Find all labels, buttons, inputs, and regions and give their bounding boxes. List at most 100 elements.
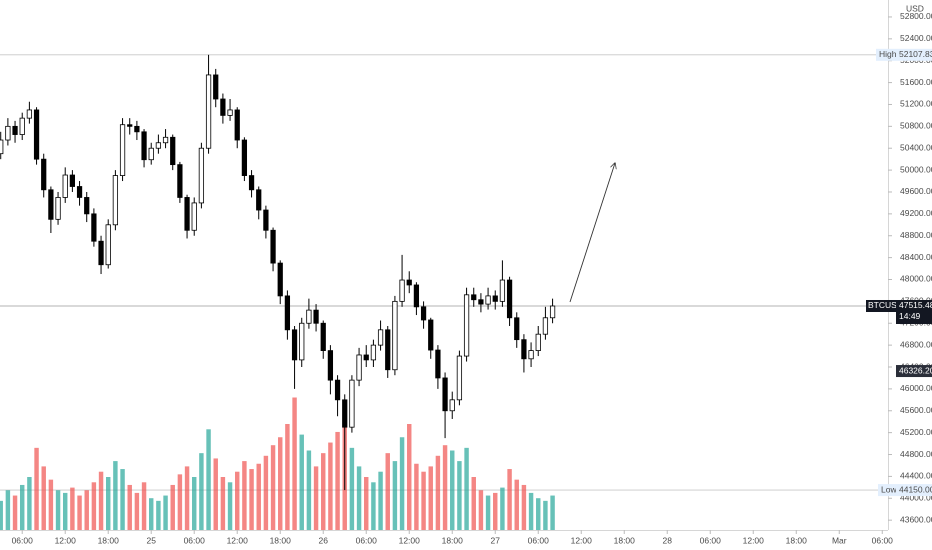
candle-body bbox=[428, 319, 434, 351]
candle-body bbox=[69, 174, 76, 187]
volume-bar bbox=[328, 442, 333, 530]
candle-body bbox=[284, 295, 291, 331]
volume-bar bbox=[407, 424, 412, 530]
volume-bar bbox=[457, 461, 462, 530]
y-tick-label: 51200.00 bbox=[900, 99, 932, 109]
y-tick-label: 45600.00 bbox=[900, 405, 932, 415]
candle-body bbox=[105, 224, 111, 266]
candle-body bbox=[213, 74, 219, 100]
volume-bar bbox=[27, 477, 32, 530]
volume-bar bbox=[242, 461, 247, 530]
candle-body bbox=[256, 189, 262, 211]
volume-bar bbox=[149, 498, 154, 530]
candle-body bbox=[471, 294, 477, 301]
volume-bar bbox=[235, 471, 240, 530]
x-tick-label: 06:00 bbox=[184, 535, 206, 545]
candle-body bbox=[141, 131, 147, 161]
volume-bar bbox=[41, 466, 46, 530]
candle-body bbox=[377, 329, 384, 346]
high-tag-name: High bbox=[879, 49, 897, 59]
candle-body bbox=[535, 333, 541, 351]
candle-body bbox=[177, 164, 183, 198]
candle-body bbox=[234, 109, 240, 141]
low-tag-box bbox=[896, 484, 932, 497]
volume-bar bbox=[192, 477, 197, 530]
x-tick-label: 18:00 bbox=[98, 535, 120, 545]
volume-bar bbox=[442, 445, 448, 530]
volume-bar bbox=[435, 455, 441, 530]
last-price: 47515.48 bbox=[899, 300, 932, 310]
price-tags: High 52107.83 Low 44150.00 BTCUSD47515.4814:… bbox=[866, 48, 932, 497]
x-tick-label: 27 bbox=[491, 535, 501, 545]
volume-bar bbox=[371, 482, 376, 530]
candle-body bbox=[119, 124, 126, 176]
candle-body bbox=[5, 125, 11, 141]
currency-label: USD bbox=[906, 3, 924, 13]
x-tick-label: 25 bbox=[146, 535, 156, 545]
volume-bar bbox=[120, 469, 125, 530]
volume-bar bbox=[500, 487, 505, 530]
candle-body bbox=[227, 109, 233, 116]
low-tag-name-box bbox=[878, 484, 896, 497]
volume-bar bbox=[263, 455, 269, 530]
volume-bar bbox=[206, 429, 211, 530]
candle-body bbox=[485, 295, 491, 305]
x-tick-label: 28 bbox=[663, 535, 673, 545]
candle-body bbox=[492, 295, 498, 302]
candle-body bbox=[442, 377, 448, 412]
candle-body bbox=[76, 186, 83, 198]
volume-bar bbox=[256, 463, 261, 530]
candle-body bbox=[98, 240, 104, 266]
volume-bar bbox=[521, 484, 527, 530]
plot-area bbox=[0, 54, 888, 530]
low-tag-name: Low bbox=[881, 484, 897, 494]
y-tick-label: 51600.00 bbox=[900, 77, 932, 87]
candle-body bbox=[112, 175, 119, 226]
marker-price-tag-box bbox=[896, 365, 932, 378]
volume-bar bbox=[392, 461, 398, 530]
volume-bar bbox=[62, 492, 68, 530]
y-tick-label: 46000.00 bbox=[900, 383, 932, 393]
candle-body bbox=[270, 229, 276, 264]
candle-body bbox=[385, 329, 391, 371]
candle-body bbox=[392, 300, 398, 371]
volume-bar bbox=[184, 466, 190, 530]
x-tick-label: Mar bbox=[832, 535, 847, 545]
candle-body bbox=[549, 305, 556, 319]
volume-bar bbox=[199, 453, 204, 530]
marker-price-tag-text: 46326.20 bbox=[899, 365, 932, 375]
volume-bar bbox=[213, 458, 218, 530]
candle-body bbox=[356, 354, 362, 381]
candle-body bbox=[55, 197, 61, 220]
high-tag-box bbox=[896, 48, 932, 61]
candle-body bbox=[277, 262, 283, 297]
volume-bar bbox=[478, 490, 484, 530]
y-tick-label: 50800.00 bbox=[900, 121, 932, 131]
volume-bar bbox=[84, 490, 89, 530]
y-tick-label: 48000.00 bbox=[900, 274, 932, 284]
candle-body bbox=[406, 279, 412, 286]
projection-arrow bbox=[569, 163, 615, 303]
x-tick-label: 06:00 bbox=[700, 535, 722, 545]
volume-bar bbox=[414, 463, 419, 530]
candle-body bbox=[198, 147, 205, 204]
volume-bar bbox=[0, 500, 3, 530]
volume-bar bbox=[385, 453, 390, 530]
volume-bar bbox=[536, 498, 541, 530]
candle-body bbox=[127, 124, 133, 127]
candle-body bbox=[456, 355, 463, 401]
y-tick-label: 44800.00 bbox=[900, 449, 932, 459]
candle-body bbox=[26, 109, 33, 119]
high-tag-text: 52107.83 bbox=[899, 49, 932, 59]
volume-bar bbox=[55, 490, 61, 530]
candle-body bbox=[48, 189, 54, 220]
volume-bar bbox=[278, 437, 283, 530]
volume-bar bbox=[270, 445, 276, 530]
candle-body bbox=[162, 136, 169, 144]
volume-bar bbox=[543, 500, 548, 530]
x-tick-label: 26 bbox=[319, 535, 329, 545]
last-price-box bbox=[896, 299, 932, 324]
candle-body bbox=[205, 74, 212, 149]
volume-bar bbox=[12, 495, 18, 530]
